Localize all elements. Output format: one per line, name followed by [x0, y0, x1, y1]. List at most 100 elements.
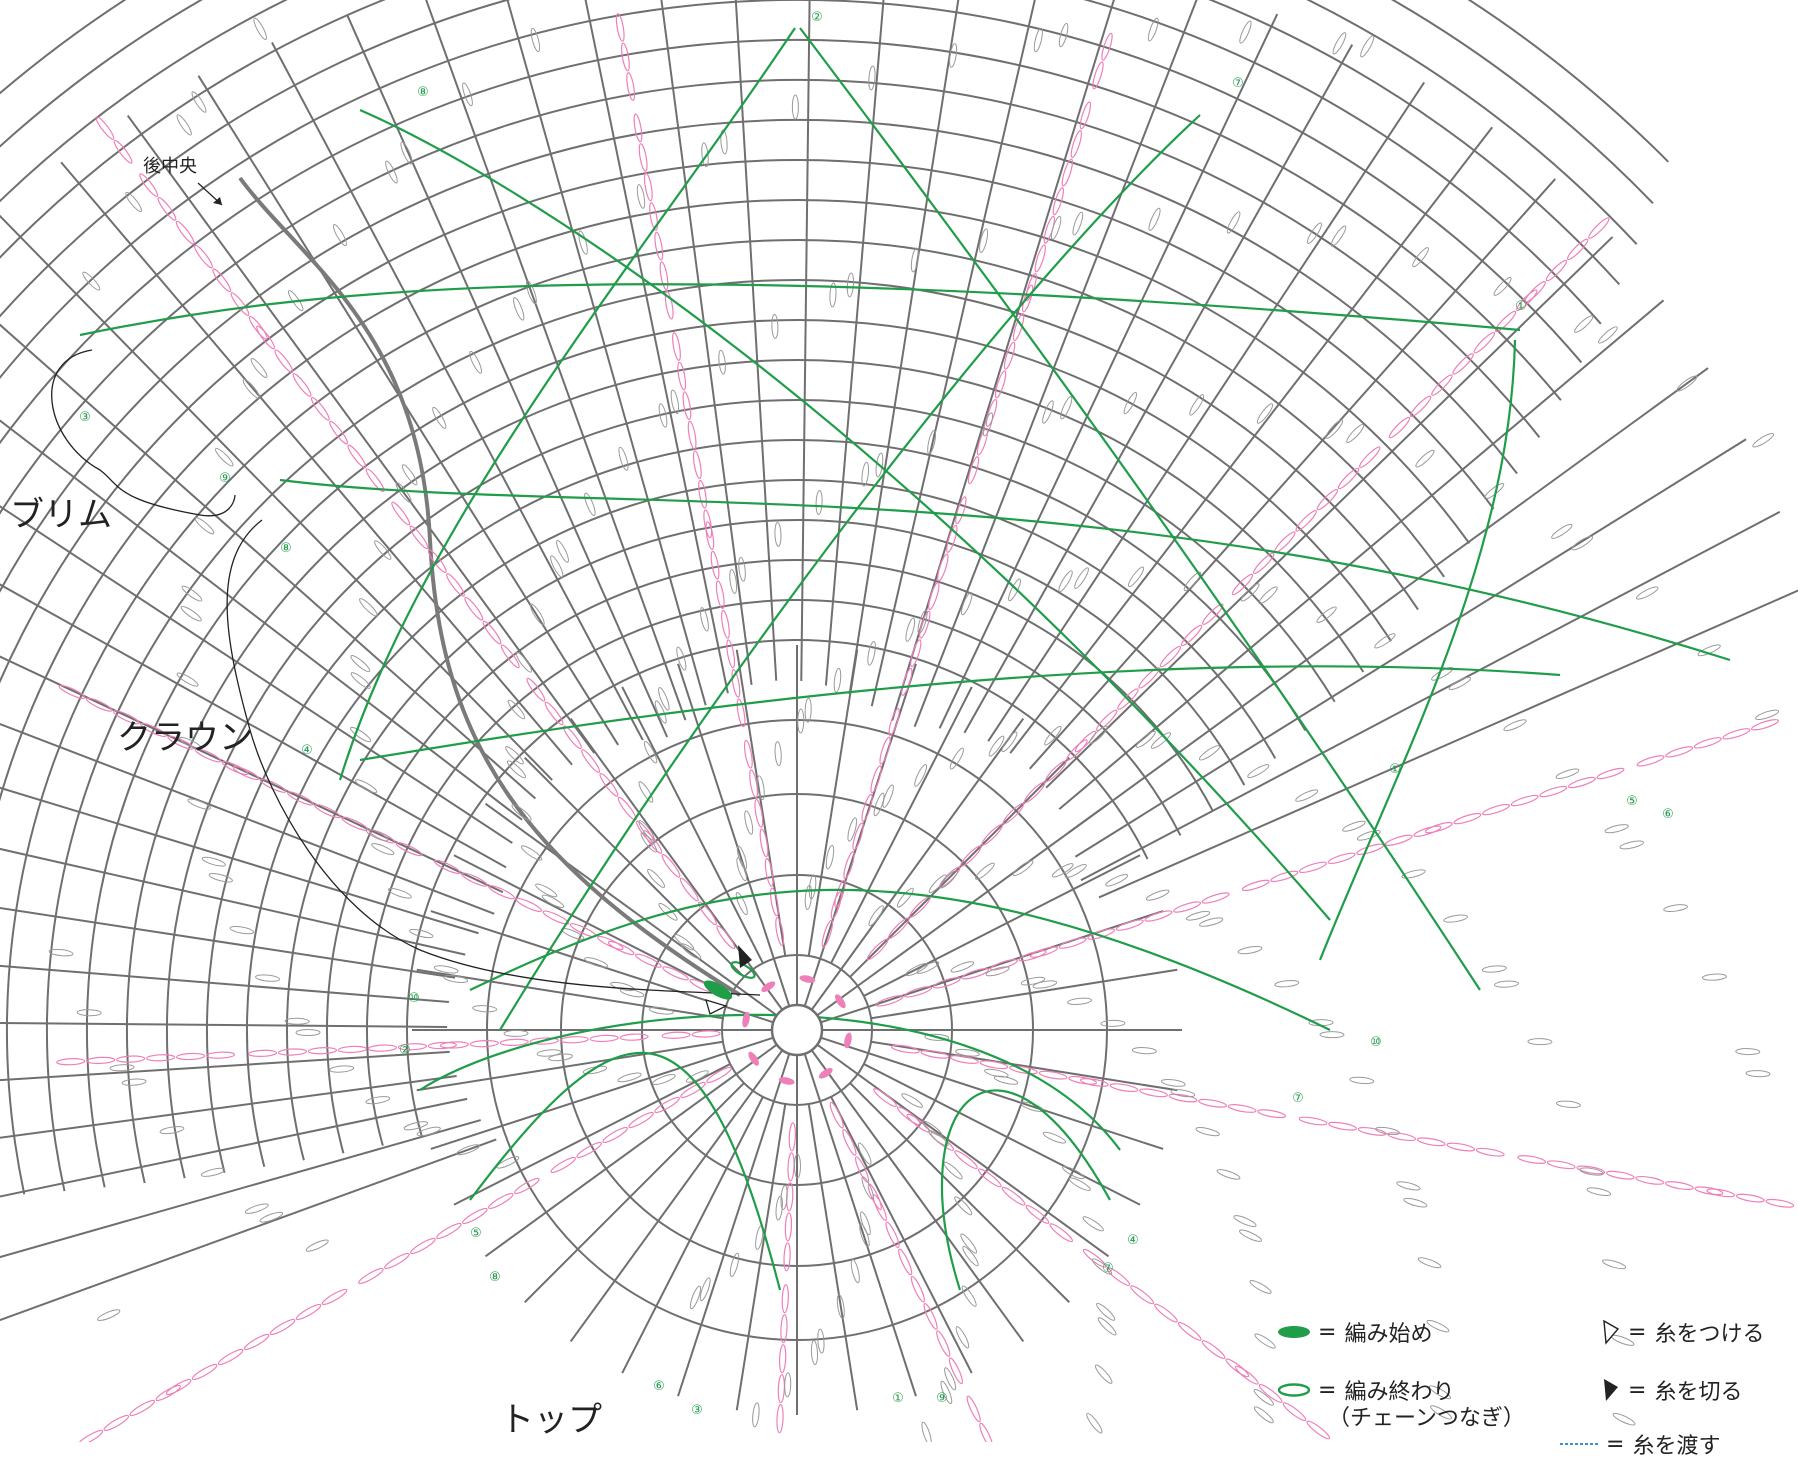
pink-stitch [979, 1060, 1009, 1070]
gray-stitch [208, 873, 233, 883]
crown-spoke [271, 42, 644, 741]
radial-spoke [810, 1049, 1025, 1343]
pink-stitch [433, 859, 461, 874]
gray-stitch [536, 1049, 562, 1057]
pink-stitch [1473, 331, 1496, 354]
gray-stitch [658, 403, 668, 428]
crown-arc [0, 0, 1621, 286]
center-stitch [748, 1051, 759, 1066]
legend-start-text: 編み始め [1344, 1322, 1433, 1347]
pink-stitch [395, 842, 423, 857]
gray-stitch [729, 569, 738, 594]
crown-spoke [584, 0, 729, 694]
crown-spoke [0, 583, 507, 869]
pink-stitch [116, 1055, 146, 1063]
gray-stitch [1198, 745, 1221, 761]
pink-stitch [1038, 1070, 1068, 1080]
pink-stitch [1030, 946, 1058, 958]
gray-stitch [1147, 17, 1159, 42]
pink-stitch [1539, 785, 1568, 798]
back-center-arrowhead [213, 197, 222, 205]
gray-stitch [896, 887, 914, 908]
pink-stitch [1168, 1093, 1198, 1103]
radial-spoke [484, 1043, 778, 1258]
gray-stitch [511, 804, 532, 821]
crown-spoke [734, 0, 778, 681]
gray-stitch [1443, 914, 1468, 923]
gray-stitch [259, 1211, 284, 1223]
gray-stitch [1195, 1127, 1220, 1137]
gray-stitch [1254, 1333, 1276, 1349]
gray-stitch [253, 17, 267, 41]
pink-stitch [981, 824, 1003, 846]
gray-stitch [462, 82, 473, 107]
pink-stitch [897, 1106, 921, 1126]
radial-spoke [735, 649, 787, 957]
gray-stitch [365, 1096, 391, 1105]
pink-stitch [526, 677, 546, 702]
pink-stitch [1298, 861, 1327, 874]
gray-stitch [284, 1017, 310, 1025]
pink-stitch [1546, 1160, 1576, 1170]
gray-stitch [1253, 1406, 1274, 1424]
gray-stitch [944, 1367, 957, 1391]
crown-spoke [800, 0, 811, 681]
radial-spoke [677, 1053, 791, 1397]
gray-stitch [617, 1072, 642, 1083]
crown-spoke [1068, 367, 1709, 834]
pink-stitch [56, 1058, 86, 1066]
pink-stitch [427, 1041, 457, 1050]
pink-stitch [710, 550, 720, 580]
pink-stitch [626, 72, 636, 101]
center-stitch [742, 1011, 750, 1028]
crown-spoke [0, 1138, 497, 1322]
pink-stitch [1115, 919, 1144, 931]
pink-stitch [1636, 755, 1665, 767]
pink-stitch [759, 828, 769, 858]
radial-spoke [849, 1082, 1070, 1303]
gray-stitch [861, 1176, 874, 1200]
pink-stitch [1409, 395, 1432, 418]
pink-stitch [607, 940, 635, 956]
pink-stitch [1453, 812, 1482, 825]
gray-stitch [1239, 1229, 1263, 1242]
gray-stitch [905, 617, 916, 642]
gray-stitch [1058, 570, 1073, 593]
pink-stitch [638, 143, 648, 172]
round-number-marker: ① [1389, 762, 1401, 777]
crown-spoke [0, 1050, 450, 1082]
gray-stitch [1062, 1166, 1085, 1180]
radial-spoke [863, 854, 1141, 997]
pink-stitch [1545, 259, 1568, 282]
pink-stitch [368, 829, 396, 844]
end-oval-icon [1277, 1383, 1311, 1397]
pink-stitch [581, 749, 601, 773]
gray-stitch [1586, 1187, 1612, 1196]
radial-spoke [735, 1103, 787, 1411]
crown-spoke [0, 505, 513, 844]
gray-stitch [670, 389, 680, 415]
pink-stitch [1413, 825, 1442, 837]
pink-stitch [1058, 937, 1087, 949]
pink-stitch [989, 959, 1018, 971]
gray-stitch [496, 1156, 520, 1169]
start-oval [703, 980, 733, 1000]
pink-stitch [1034, 244, 1046, 273]
join-yarn-icon [1603, 1319, 1620, 1345]
pink-stitch [955, 496, 967, 525]
pink-stitch [1154, 1303, 1178, 1323]
pink-stitch [292, 373, 312, 397]
round-number-marker: ① [1515, 299, 1527, 314]
gray-stitch [350, 672, 371, 689]
pink-stitch [731, 668, 741, 698]
gray-stitch [685, 1070, 709, 1083]
gray-stitch [873, 792, 885, 817]
pink-stitch [194, 244, 213, 269]
pink-stitch [691, 1030, 721, 1038]
gray-stitch [1064, 863, 1087, 878]
gray-stitch [1403, 1197, 1428, 1208]
crown-arc [86, 319, 1392, 1188]
pink-stitch [821, 919, 834, 948]
gray-stitch [121, 1078, 147, 1086]
pink-stitch [769, 887, 779, 917]
